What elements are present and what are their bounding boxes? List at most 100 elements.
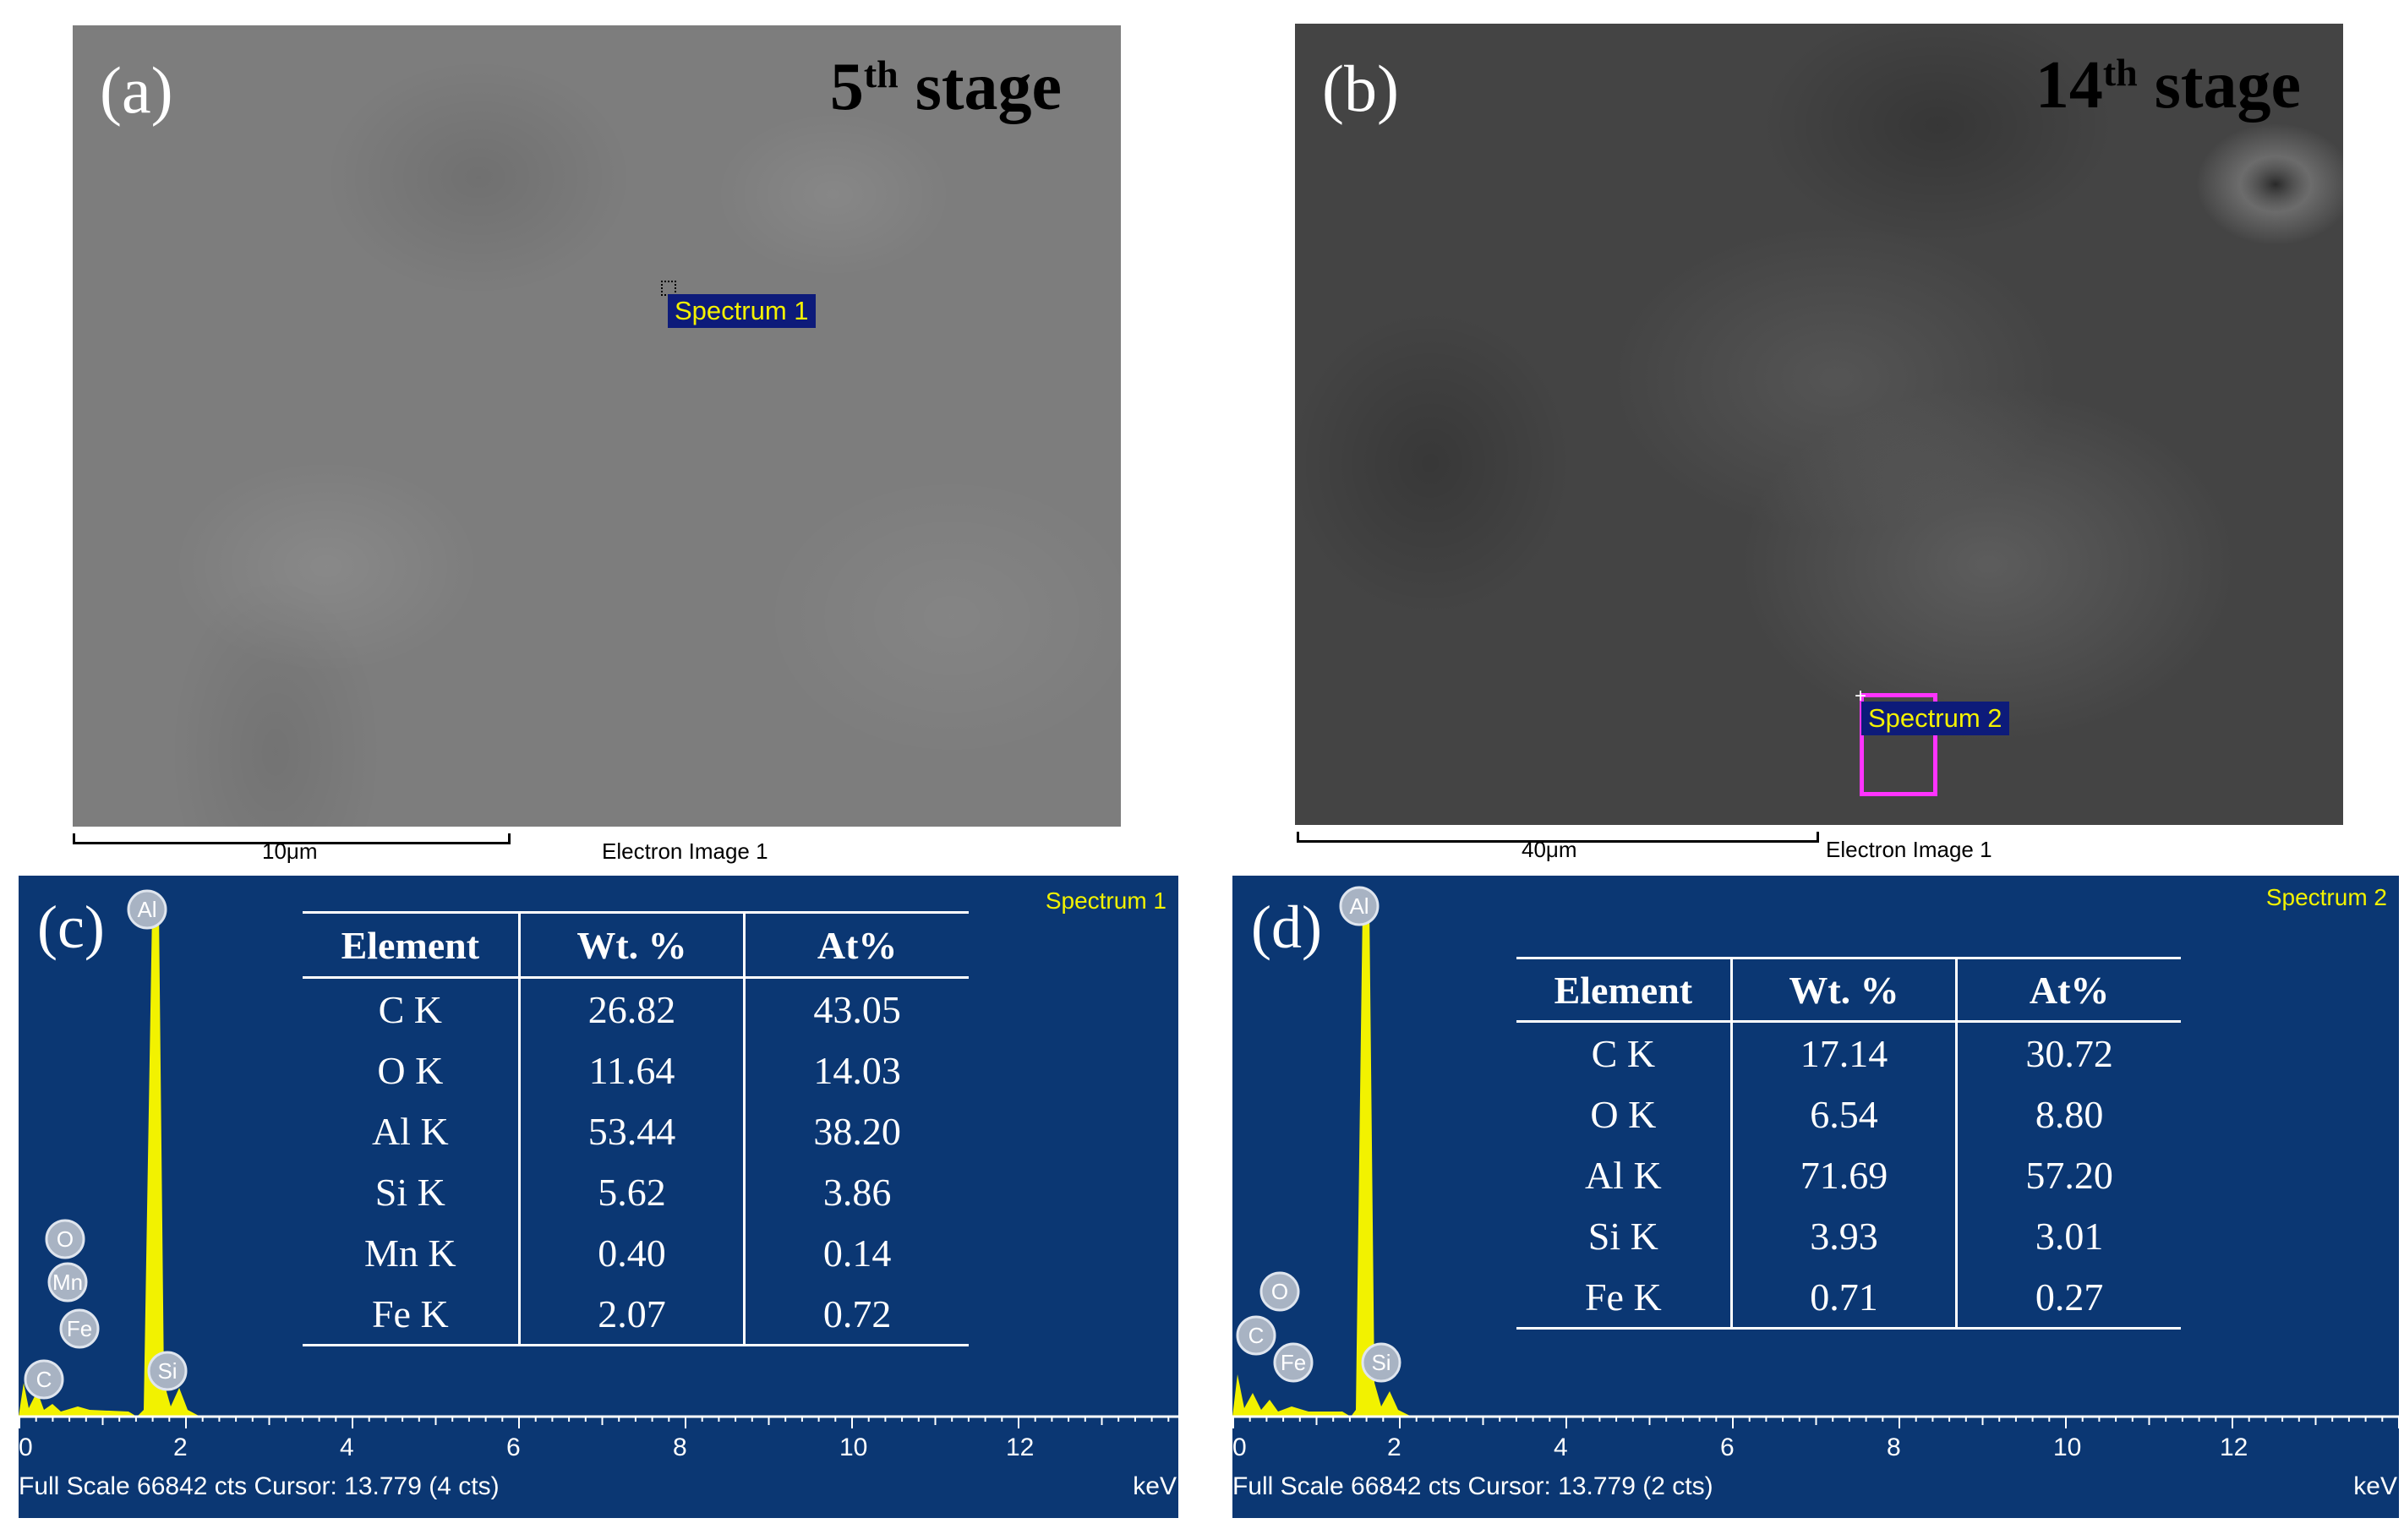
axis-tick-label: 10	[2053, 1434, 2082, 1461]
at-percent-cell: 3.01	[1955, 1205, 2181, 1266]
element-cell: Al K	[1584, 1153, 1662, 1197]
axis-tick-label: 2	[173, 1434, 188, 1461]
wt-percent-cell: 71.69	[1729, 1144, 1957, 1205]
header-element: Element	[1516, 957, 1732, 1023]
axis-tick-label: 0	[19, 1434, 33, 1461]
table-row: Al K 53.44 38.20	[303, 1100, 969, 1161]
spectrum-title-c: Spectrum 1	[1045, 887, 1166, 914]
at-percent-cell: 0.14	[743, 1222, 969, 1283]
table-row: Si K 3.93 3.01	[1516, 1205, 2181, 1266]
at-percent-cell: 0.27	[1955, 1266, 2181, 1330]
image-caption-a: Electron Image 1	[602, 838, 768, 864]
peak-marker-c: C	[1236, 1315, 1276, 1356]
element-cell: Al K	[371, 1109, 449, 1153]
wt-percent-cell: 5.62	[517, 1161, 745, 1222]
wt-percent-cell: 3.93	[1729, 1205, 1957, 1266]
peak-label-c: C	[36, 1367, 52, 1392]
spectrum-trace-c	[19, 909, 200, 1417]
wt-percent-cell: 0.40	[517, 1222, 745, 1283]
panel-label-d: (d)	[1251, 893, 1322, 961]
axis-tick-label: 0	[1232, 1434, 1247, 1461]
element-cell: Si K	[374, 1170, 445, 1214]
peak-label-o: O	[1271, 1279, 1288, 1304]
scale-bar-a	[73, 833, 511, 844]
element-cell: C K	[1591, 1031, 1656, 1075]
peak-marker-si: Si	[147, 1351, 188, 1391]
at-percent-cell: 30.72	[1955, 1021, 2181, 1084]
spectrum-2-roi-box[interactable]	[1860, 693, 1937, 796]
element-cell: Si K	[1587, 1214, 1658, 1258]
peak-marker-o: O	[45, 1219, 85, 1259]
peak-marker-fe: Fe	[1273, 1342, 1314, 1383]
eds-panel-d: Al O C Fe Si (d) Spectrum 2 Element Wt. …	[1232, 876, 2399, 1518]
table-row: O K 6.54 8.80	[1516, 1084, 2181, 1144]
header-at: At%	[743, 911, 969, 979]
peak-label-mn: Mn	[52, 1270, 83, 1295]
spectrum-footer-d: Full Scale 66842 cts Cursor: 13.779 (2 c…	[1232, 1472, 1713, 1500]
table-body-c: C K 26.82 43.05 O K 11.64 14.03 Al K 53.44 38.20…	[303, 977, 969, 1346]
at-percent-cell: 0.72	[743, 1283, 969, 1346]
axis-tick-label: 12	[2220, 1434, 2248, 1461]
spectrum-1-tag[interactable]: Spectrum 1	[668, 294, 816, 328]
peak-marker-si: Si	[1361, 1342, 1401, 1383]
axis-tick-label: 6	[506, 1434, 521, 1461]
minor-ticks	[19, 1417, 1170, 1428]
panel-label-c: (c)	[37, 893, 105, 961]
table-row: O K 11.64 14.03	[303, 1040, 969, 1100]
at-percent-cell: 43.05	[743, 977, 969, 1040]
wt-percent-cell: 2.07	[517, 1283, 745, 1346]
wt-percent-cell: 11.64	[517, 1040, 745, 1100]
axis-tick-label: 6	[1720, 1434, 1735, 1461]
element-cell: Fe K	[303, 1283, 520, 1346]
peak-label-c: C	[1248, 1323, 1265, 1348]
peak-marker-mn: Mn	[47, 1262, 88, 1302]
spectrum-footer-c: Full Scale 66842 cts Cursor: 13.779 (4 c…	[19, 1472, 500, 1500]
axis-tick-label: 12	[1006, 1434, 1035, 1461]
at-percent-cell: 57.20	[1955, 1144, 2181, 1205]
spectrum-title-d: Spectrum 2	[2265, 884, 2387, 910]
axis-tick-label: 8	[1887, 1434, 1901, 1461]
image-caption-b: Electron Image 1	[1826, 837, 1992, 862]
table-row: Al K 71.69 57.20	[1516, 1144, 2181, 1205]
header-wt: Wt. %	[1729, 957, 1957, 1023]
peak-label-fe: Fe	[67, 1316, 92, 1341]
wt-percent-cell: 0.71	[1729, 1266, 1957, 1330]
axis-tick-label: 10	[839, 1434, 868, 1461]
wt-percent-cell: 6.54	[1729, 1084, 1957, 1144]
at-percent-cell: 38.20	[743, 1100, 969, 1161]
peak-label-si: Si	[157, 1358, 177, 1384]
sem-image-a: (a) 5th stage Spectrum 1	[73, 25, 1121, 827]
at-percent-cell: 14.03	[743, 1040, 969, 1100]
table-row: Mn K 0.40 0.14	[303, 1222, 969, 1283]
header-at: At%	[1955, 957, 2181, 1023]
composition-table-c: Element Wt. % At% C K 26.82 43.05 O K 11.64 1…	[303, 911, 969, 1346]
axis-tick-label: 2	[1387, 1434, 1401, 1461]
scale-label-a: 10μm	[262, 838, 318, 864]
element-cell: Mn K	[364, 1231, 456, 1275]
element-cell: O K	[1590, 1092, 1657, 1136]
stage-label-a: 5th stage	[829, 50, 1062, 124]
peak-label-fe: Fe	[1281, 1350, 1306, 1375]
scale-label-b: 40μm	[1522, 837, 1577, 862]
panel-label-a: (a)	[100, 53, 173, 127]
minor-ticks	[1232, 1417, 2399, 1428]
crosshair-icon: +	[1855, 685, 1867, 707]
stage-label-b: 14th stage	[2035, 48, 2301, 123]
table-body-d: C K 17.14 30.72 O K 6.54 8.80 Al K 71.69 57.20 Si…	[1516, 1021, 2181, 1330]
unit-label-c: keV	[1133, 1472, 1177, 1500]
table-header-row: Element Wt. % At%	[1516, 957, 2181, 1023]
panel-label-b: (b)	[1322, 52, 1399, 125]
unit-label-d: keV	[2353, 1472, 2397, 1500]
peak-marker-al: Al	[127, 889, 167, 930]
wt-percent-cell: 17.14	[1729, 1021, 1957, 1084]
at-percent-cell: 3.86	[743, 1161, 969, 1222]
table-row: Fe K 2.07 0.72	[303, 1283, 969, 1346]
peak-marker-o: O	[1259, 1271, 1300, 1312]
table-row: Fe K 0.71 0.27	[1516, 1266, 2181, 1330]
peak-marker-al: Al	[1339, 886, 1380, 926]
peak-label-si: Si	[1371, 1350, 1390, 1375]
peak-marker-c: C	[24, 1359, 64, 1400]
element-cell: C K	[378, 987, 443, 1031]
eds-spectrum-c: Al O Mn Fe C Si	[19, 889, 1178, 1428]
spectrum-2-tag[interactable]: Spectrum 2	[1861, 702, 2009, 735]
